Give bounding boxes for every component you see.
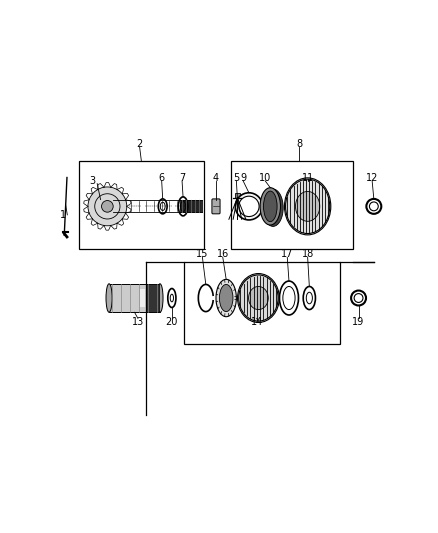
Ellipse shape — [157, 284, 163, 312]
Text: 4: 4 — [213, 173, 219, 182]
Bar — [146, 284, 159, 312]
Ellipse shape — [249, 286, 268, 310]
Text: 1: 1 — [60, 210, 66, 220]
Ellipse shape — [260, 188, 280, 225]
Text: 9: 9 — [240, 173, 246, 182]
Bar — [78, 160, 204, 249]
Bar — [180, 200, 201, 213]
Text: 14: 14 — [251, 317, 263, 327]
Ellipse shape — [219, 285, 233, 312]
Text: 12: 12 — [366, 173, 378, 182]
Text: 2: 2 — [137, 139, 143, 149]
Text: 5: 5 — [233, 173, 240, 182]
Text: 18: 18 — [301, 249, 314, 259]
Text: 20: 20 — [166, 317, 178, 327]
Text: 7: 7 — [179, 173, 185, 182]
Text: 15: 15 — [196, 249, 208, 259]
Bar — [109, 284, 160, 312]
Ellipse shape — [284, 178, 331, 235]
FancyBboxPatch shape — [212, 199, 220, 214]
Text: 16: 16 — [217, 249, 229, 259]
Circle shape — [239, 196, 259, 216]
Text: 6: 6 — [159, 173, 165, 182]
Ellipse shape — [296, 191, 320, 221]
Ellipse shape — [216, 279, 237, 317]
Ellipse shape — [264, 191, 277, 222]
Bar — [235, 193, 240, 198]
Bar — [231, 160, 353, 249]
Text: 10: 10 — [259, 173, 271, 182]
Ellipse shape — [106, 284, 112, 312]
Text: 17: 17 — [281, 249, 293, 259]
Ellipse shape — [237, 273, 279, 322]
Circle shape — [88, 187, 127, 226]
Text: 8: 8 — [296, 139, 302, 149]
Bar — [140, 289, 145, 306]
Circle shape — [235, 193, 262, 220]
Bar — [184, 262, 340, 344]
Text: 3: 3 — [89, 176, 95, 186]
Circle shape — [102, 200, 113, 212]
Ellipse shape — [263, 189, 283, 227]
Text: 19: 19 — [353, 317, 365, 327]
Text: 11: 11 — [301, 173, 314, 182]
Text: 13: 13 — [132, 317, 144, 327]
